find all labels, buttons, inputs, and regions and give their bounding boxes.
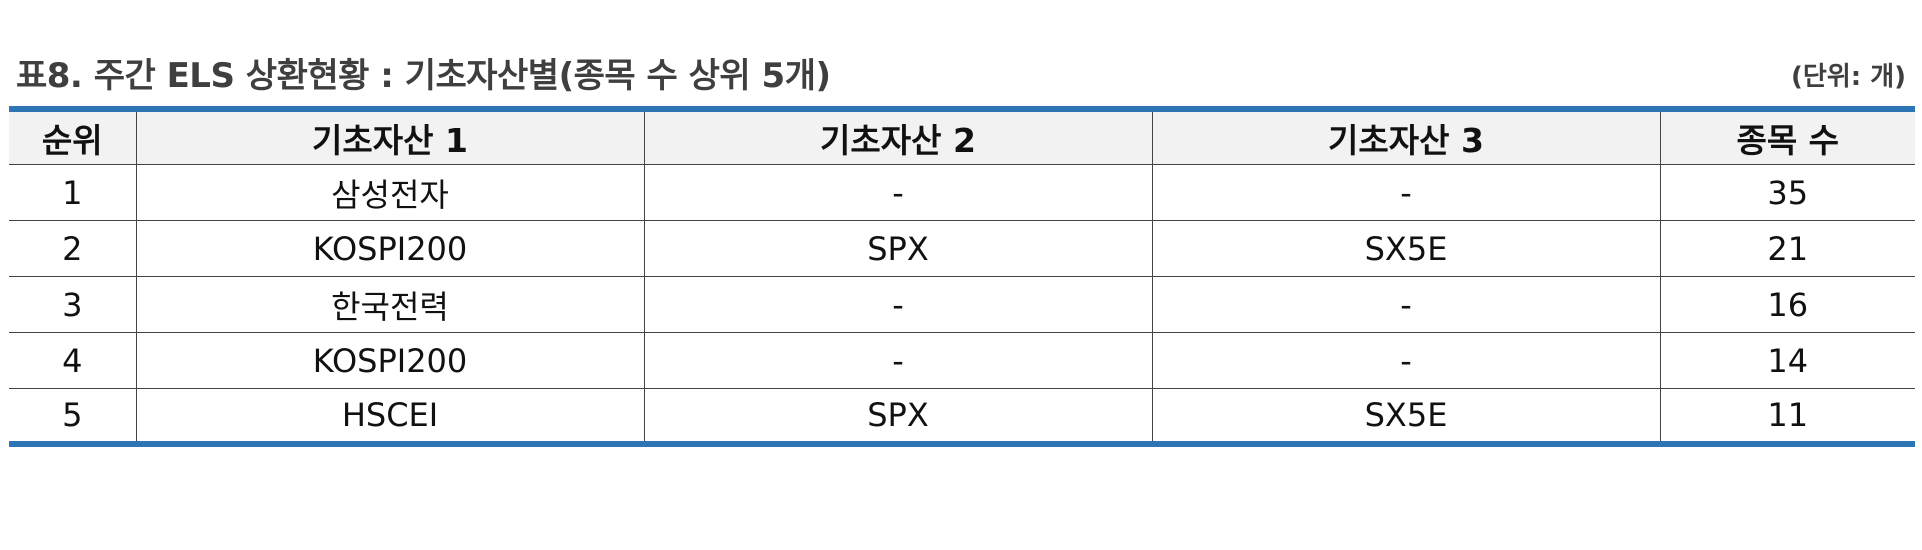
header-asset-2: 기초자산 2 [643,109,1152,165]
cell-asset-2: - [643,332,1152,389]
cell-count: 16 [1659,276,1915,333]
header-rank: 순위 [9,109,136,165]
table-header: 순위 기초자산 1 기초자산 2 기초자산 3 종목 수 [9,109,1915,165]
table-row: 5 HSCEI SPX SX5E 11 [9,388,1915,444]
els-redemption-table: 순위 기초자산 1 기초자산 2 기초자산 3 종목 수 1 삼성전자 - - … [9,106,1915,447]
cell-asset-2: SPX [643,220,1152,277]
cell-count: 21 [1659,220,1915,277]
cell-count: 14 [1659,332,1915,389]
cell-asset-2: - [643,276,1152,333]
table-row: 4 KOSPI200 - - 14 [9,332,1915,389]
header-row: 순위 기초자산 1 기초자산 2 기초자산 3 종목 수 [9,109,1915,165]
table-row: 3 한국전력 - - 16 [9,276,1915,333]
cell-rank: 1 [9,164,136,221]
cell-asset-1: KOSPI200 [135,332,644,389]
cell-asset-1: HSCEI [135,388,644,444]
cell-asset-1: KOSPI200 [135,220,644,277]
header-asset-3: 기초자산 3 [1151,109,1660,165]
unit-note: (단위: 개) [1791,62,1906,92]
header-asset-1: 기초자산 1 [135,109,644,165]
table-row: 1 삼성전자 - - 35 [9,164,1915,221]
cell-count: 35 [1659,164,1915,221]
table-title: 표8. 주간 ELS 상환현황 : 기초자산별(종목 수 상위 5개) [16,56,831,96]
table-body: 1 삼성전자 - - 35 2 KOSPI200 SPX SX5E 21 3 한… [9,164,1915,444]
cell-rank: 4 [9,332,136,389]
table-row: 2 KOSPI200 SPX SX5E 21 [9,220,1915,277]
title-row: 표8. 주간 ELS 상환현황 : 기초자산별(종목 수 상위 5개) (단위:… [16,48,1906,100]
cell-rank: 2 [9,220,136,277]
cell-asset-3: - [1151,332,1660,389]
cell-count: 11 [1659,388,1915,444]
cell-asset-3: SX5E [1151,388,1660,444]
cell-asset-3: - [1151,164,1660,221]
cell-rank: 3 [9,276,136,333]
cell-asset-3: - [1151,276,1660,333]
cell-asset-3: SX5E [1151,220,1660,277]
header-count: 종목 수 [1659,109,1915,165]
cell-rank: 5 [62,396,83,434]
cell-asset-1: 한국전력 [135,276,644,333]
cell-asset-2: SPX [643,388,1152,444]
els-redemption-table-container: 순위 기초자산 1 기초자산 2 기초자산 3 종목 수 1 삼성전자 - - … [9,106,1915,447]
cell-asset-2: - [643,164,1152,221]
cell-asset-1: 삼성전자 [135,164,644,221]
